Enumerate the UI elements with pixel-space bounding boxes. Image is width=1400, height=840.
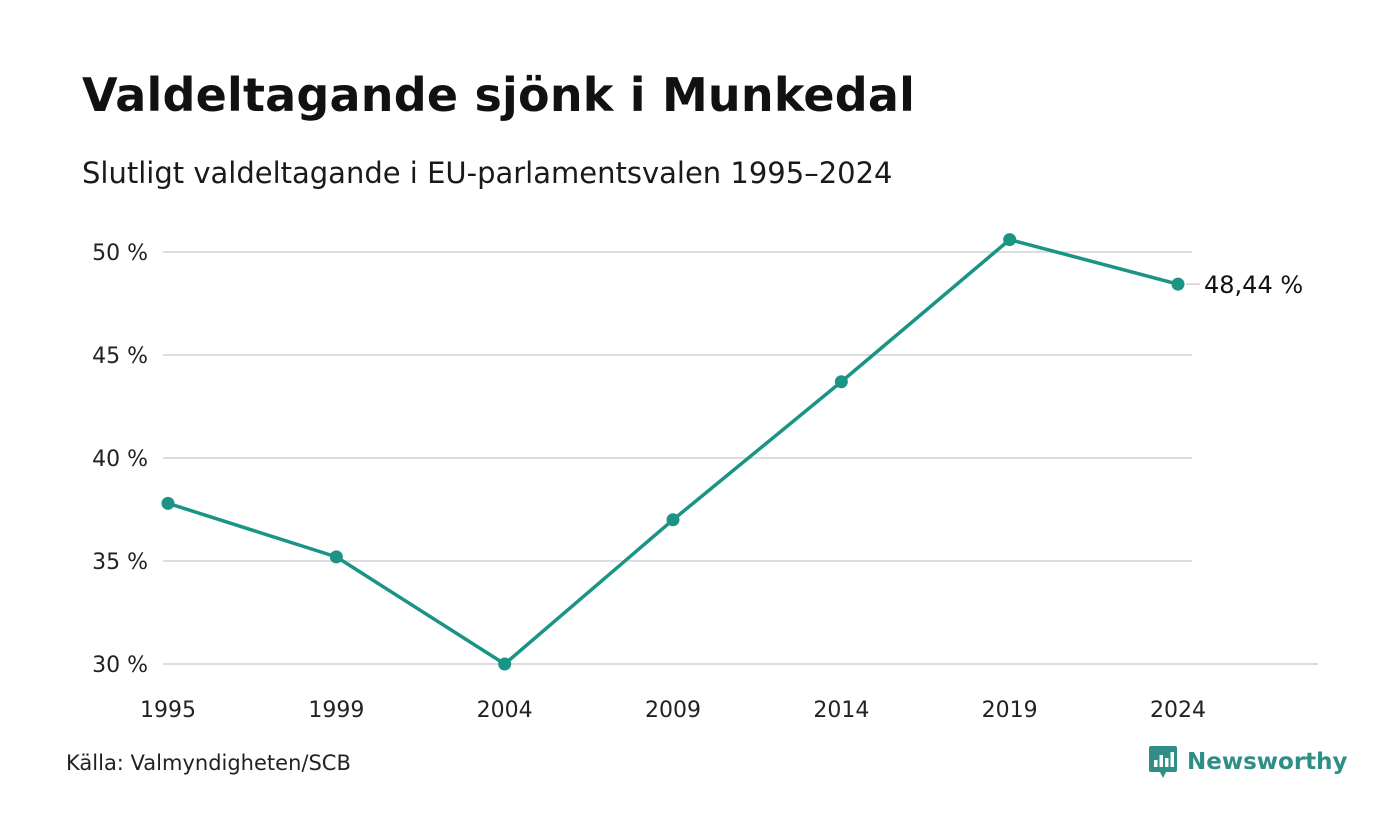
- data-point: [1003, 233, 1017, 247]
- data-point: [329, 550, 343, 564]
- y-tick-label: 40 %: [92, 447, 148, 472]
- y-axis-ticks: 30 % 35 % 40 % 45 % 50 %: [92, 241, 148, 678]
- chart-subtitle: Slutligt valdeltagande i EU-parlamentsva…: [82, 156, 893, 190]
- x-tick-label: 2004: [477, 698, 533, 723]
- y-tick-label: 35 %: [92, 550, 148, 575]
- end-label-group: 48,44 %: [1186, 271, 1303, 299]
- series-turnout: [161, 233, 1185, 671]
- data-point: [161, 496, 175, 510]
- data-point: [834, 375, 848, 389]
- x-tick-label: 2009: [645, 698, 701, 723]
- newsworthy-logo-icon: [1149, 746, 1177, 778]
- grid-lines: [163, 251, 1318, 665]
- brand-logo: Newsworthy: [1148, 744, 1348, 780]
- series-line: [166, 237, 1180, 666]
- y-tick-label: 45 %: [92, 344, 148, 369]
- y-tick-label: 30 %: [92, 653, 148, 678]
- chart-title: Valdeltagande sjönk i Munkedal: [82, 68, 916, 122]
- x-tick-label: 2024: [1150, 698, 1206, 723]
- y-tick-label: 50 %: [92, 241, 148, 266]
- data-point: [666, 513, 680, 527]
- x-tick-label: 2019: [982, 698, 1038, 723]
- data-point: [1171, 277, 1185, 291]
- x-tick-label: 1999: [308, 698, 364, 723]
- brand-name: Newsworthy: [1187, 749, 1348, 775]
- x-tick-label: 1995: [140, 698, 196, 723]
- x-axis-ticks: 1995 1999 2004 2009 2014 2019 2024: [140, 698, 1206, 723]
- x-tick-label: 2014: [813, 698, 869, 723]
- end-value-label: 48,44 %: [1204, 271, 1303, 299]
- data-point: [498, 657, 512, 671]
- source-note: Källa: Valmyndigheten/SCB: [66, 751, 351, 775]
